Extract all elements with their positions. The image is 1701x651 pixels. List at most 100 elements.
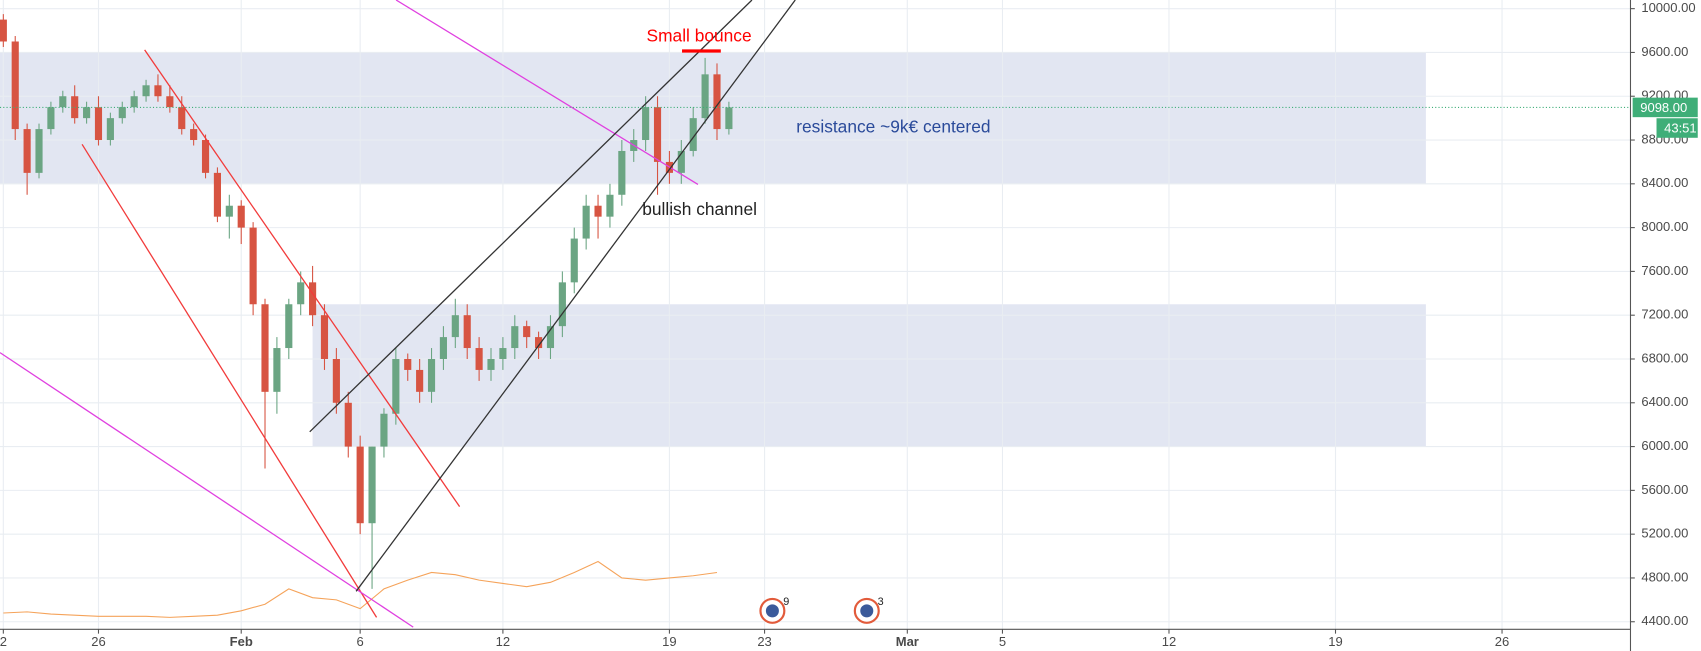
x-tick-label: Mar	[896, 634, 919, 649]
candle-body	[35, 129, 43, 173]
candle-body	[642, 107, 650, 141]
x-tick-label: 12	[1162, 634, 1176, 649]
candle-body	[237, 205, 245, 228]
candle-body	[344, 402, 352, 447]
candle-body	[59, 96, 67, 108]
candle-body	[725, 107, 733, 130]
x-tick-label: 23	[757, 634, 771, 649]
candle-body	[249, 227, 257, 305]
current-price-box	[1632, 97, 1698, 118]
candle-body	[130, 96, 138, 108]
candle-body	[154, 85, 162, 97]
candle-body	[653, 107, 662, 162]
y-tick-label: 8400.00	[1641, 175, 1688, 190]
x-tick-label: 19	[662, 634, 676, 649]
annotations: Small bounce bullish channel resistance ~9…	[642, 25, 990, 219]
candle-body	[511, 326, 519, 349]
event-icon[interactable]: 3	[853, 596, 884, 624]
candle-body	[106, 118, 114, 141]
candle-body	[594, 205, 602, 217]
candle-body	[166, 96, 174, 108]
candle-body	[178, 107, 186, 130]
candle-body	[606, 194, 614, 217]
x-tick-label: 26	[1495, 634, 1509, 649]
candle-body	[261, 304, 269, 392]
candle-body	[309, 282, 317, 316]
candle-body	[427, 358, 436, 392]
candle-body	[487, 358, 495, 370]
countdown-box	[1656, 118, 1698, 138]
annotation: bullish channel	[642, 199, 757, 219]
candle-body	[713, 74, 721, 130]
event-count: 3	[878, 596, 884, 608]
candle-body	[0, 19, 7, 42]
y-tick-label: 6400.00	[1641, 394, 1688, 409]
candle-body	[273, 348, 281, 392]
candle-body	[404, 358, 412, 370]
candle-body	[332, 358, 340, 403]
trendline	[309, 0, 753, 433]
zone	[0, 52, 1426, 184]
candle-body	[677, 150, 685, 173]
x-tick-label: 2	[0, 634, 7, 649]
y-tick-label: 7200.00	[1641, 307, 1688, 322]
candle-body	[570, 238, 578, 283]
candle-body	[47, 107, 55, 130]
event-icon-core	[860, 604, 874, 618]
candle-body	[285, 304, 293, 349]
candle-body	[689, 118, 697, 151]
candle-body	[499, 348, 507, 359]
event-count: 9	[783, 596, 789, 608]
y-tick-label: 6000.00	[1641, 438, 1688, 453]
trendline	[0, 352, 414, 628]
grid	[0, 0, 1631, 630]
indicator-layer	[3, 560, 718, 618]
candle-body	[546, 326, 555, 349]
y-tick-label: 4400.00	[1641, 613, 1688, 628]
candle-body	[392, 358, 400, 414]
trendline	[395, 0, 699, 186]
candle-body	[297, 282, 305, 305]
x-tick-label: 19	[1328, 634, 1342, 649]
y-tick-label: 6800.00	[1641, 350, 1688, 365]
trendline	[355, 0, 796, 592]
candle-body	[416, 369, 424, 392]
y-tick-label: 4800.00	[1641, 569, 1688, 584]
y-tick-label: 7600.00	[1641, 263, 1688, 278]
indicator-line	[3, 560, 718, 618]
candle-body	[618, 150, 626, 195]
candle-body	[11, 41, 19, 130]
candle-body	[201, 140, 210, 173]
current-price-label: 9098.00	[1640, 100, 1687, 115]
candle-body	[463, 315, 471, 349]
y-tick-label: 5200.00	[1641, 526, 1688, 541]
candle-body	[23, 129, 31, 173]
candle-body	[320, 315, 329, 359]
candle-body	[701, 74, 709, 119]
y-tick-label: 10000.00	[1641, 0, 1695, 15]
countdown-label: 43:51	[1664, 121, 1697, 136]
candle-body	[190, 129, 198, 141]
y-tick-label: 8000.00	[1641, 219, 1688, 234]
annotation: resistance ~9k€ centered	[796, 117, 990, 137]
candle-body	[535, 337, 543, 349]
candle-body	[523, 326, 531, 338]
candle-body	[71, 96, 79, 119]
candle-body	[558, 282, 566, 327]
candle-body	[142, 85, 150, 97]
candle-body	[356, 446, 364, 524]
y-tick-label: 9600.00	[1641, 44, 1688, 59]
candle-body	[118, 107, 126, 119]
event-icon[interactable]: 9	[759, 596, 789, 624]
trendline	[144, 49, 461, 508]
y-tick-label: 5600.00	[1641, 482, 1688, 497]
candle-body	[475, 348, 483, 370]
candle-body	[439, 337, 447, 359]
annotation: Small bounce	[647, 25, 752, 45]
candle-body	[225, 205, 233, 217]
candle-body	[213, 172, 221, 217]
x-tick-label: 6	[357, 634, 364, 649]
